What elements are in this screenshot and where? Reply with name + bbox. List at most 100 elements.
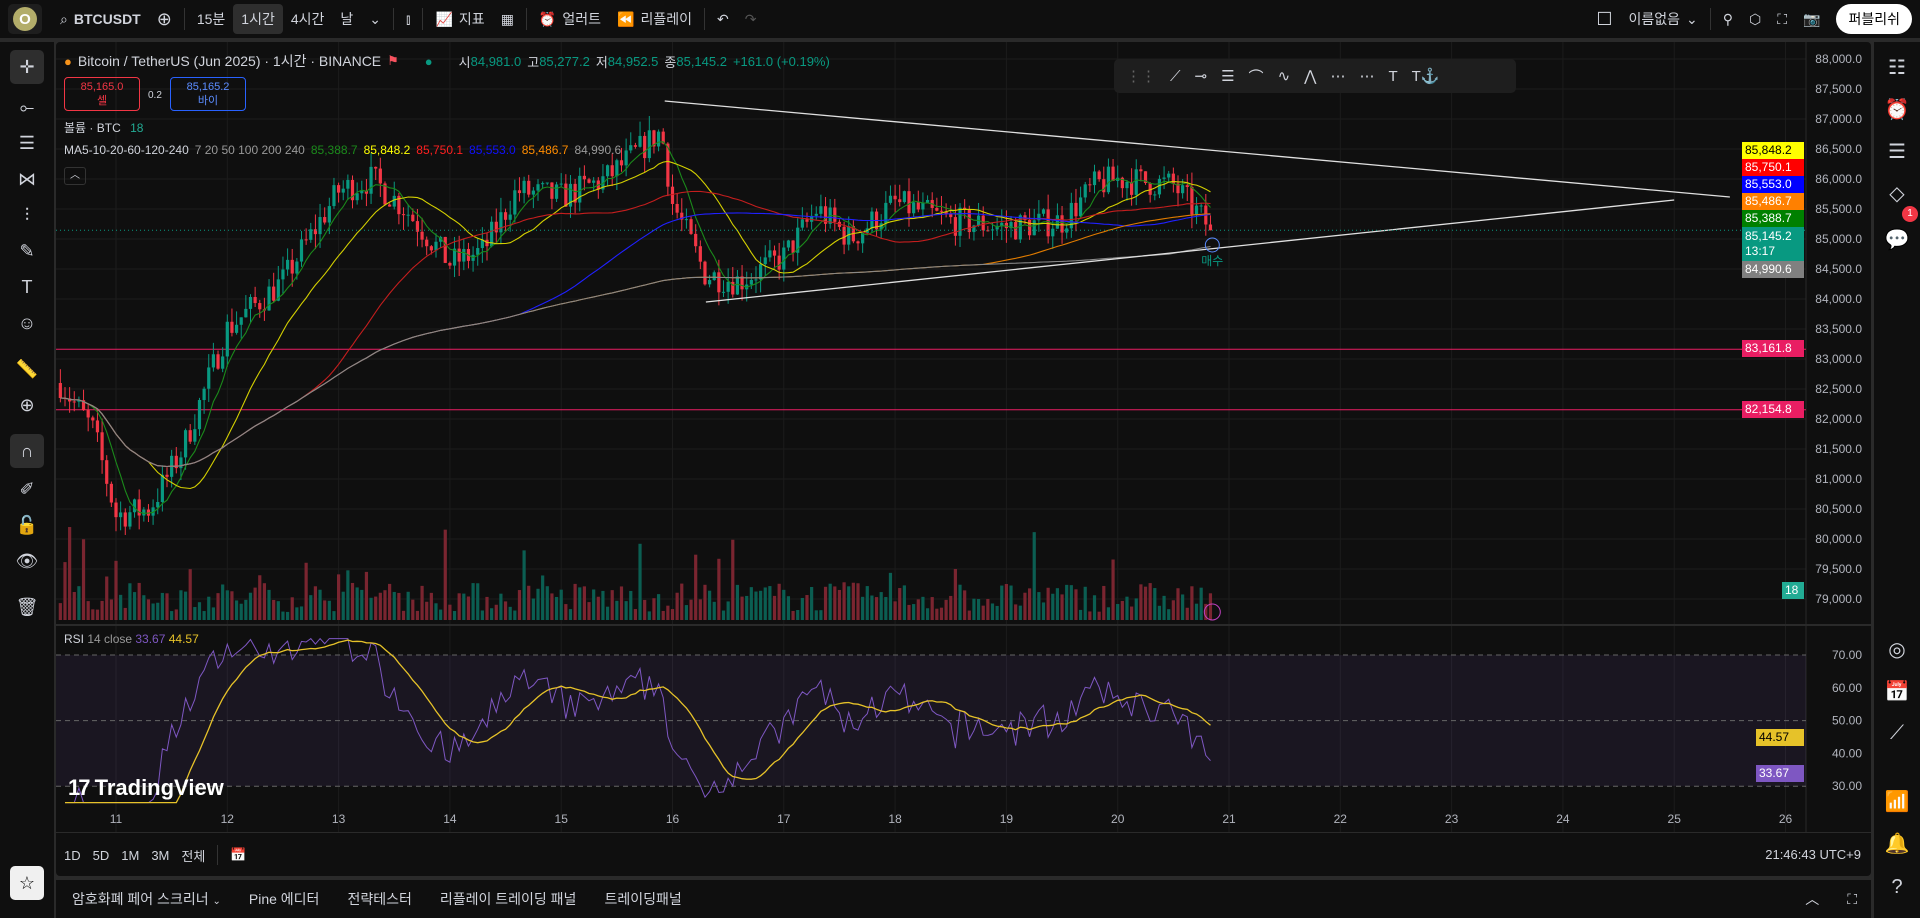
volume-bar [262, 583, 266, 620]
volume-bar [63, 562, 67, 620]
broadcast-icon[interactable]: 📶 [1884, 790, 1910, 813]
volume-bar [823, 586, 828, 620]
curve-icon[interactable]: ⌒ [1248, 68, 1264, 86]
volume-bar [476, 583, 480, 620]
horizontal-ray-icon[interactable]: ⊸ [1194, 68, 1208, 85]
watchlist-icon[interactable]: ☷ [1888, 56, 1906, 79]
volume-legend[interactable]: 볼륨 · BTC 18 [64, 121, 144, 135]
tab-replay-trading-panel[interactable]: 리플레이 트레이딩 패널 [439, 891, 577, 907]
interval-4h[interactable]: 4시간 [290, 11, 325, 27]
alerts-clock-icon[interactable]: ⏰ [1884, 98, 1910, 121]
candle-body [123, 512, 127, 527]
compass-icon[interactable]: ◎ [1888, 638, 1906, 661]
emoji-tool-icon[interactable]: ☺ [17, 312, 37, 333]
alert-button[interactable]: ⏰ 얼러트 [538, 10, 601, 28]
maximize-panel-icon[interactable]: ⛶ [1847, 890, 1857, 907]
volume-bar [661, 610, 665, 620]
sell-button[interactable]: 85,165.0 셀 [64, 77, 140, 111]
indicators-button[interactable]: 📈 지표 [435, 10, 485, 28]
volume-bar [698, 599, 702, 620]
candle-body [550, 182, 554, 199]
fullscreen-icon[interactable]: ⛶ [1777, 10, 1788, 27]
layout-checkbox-icon[interactable]: ☐ [1596, 8, 1613, 29]
symbol-search[interactable]: ⌕ BTCUSDT [60, 10, 141, 28]
volume-bar [1074, 589, 1078, 620]
range-1m[interactable]: 1M [121, 847, 140, 863]
volume-bar [879, 592, 883, 620]
trash-icon[interactable]: 🗑 [15, 596, 39, 617]
volume-bar [582, 586, 586, 620]
lock-drawing-icon[interactable]: ✐ [19, 478, 35, 499]
symbol-title[interactable]: Bitcoin / TetherUS (Jun 2025) · 1시간 · BI… [77, 53, 382, 69]
trendline-icon[interactable]: ⟋ [1170, 67, 1181, 85]
lock-icon[interactable]: 🔓 [15, 514, 39, 535]
layers-icon[interactable]: ◇ [1889, 182, 1905, 205]
publish-button[interactable]: 퍼블리쉬 [1836, 4, 1912, 34]
price-range-icon[interactable]: ⋯ [1330, 68, 1346, 85]
range-all[interactable]: 전체 [181, 848, 206, 864]
templates-grid-icon[interactable]: ▦ [500, 10, 514, 27]
date-range-icon[interactable]: ⋯ [1359, 68, 1375, 85]
candle-body [925, 199, 930, 203]
elliott-wave-icon[interactable]: ∿ [1277, 68, 1291, 85]
layout-name-button[interactable]: 이름없음 ⌄ [1628, 10, 1698, 28]
settings-gear-icon[interactable]: ⬡ [1748, 10, 1762, 27]
bell-icon[interactable]: 🔔 [1884, 832, 1910, 855]
add-list-icon[interactable]: ☰ [1888, 140, 1906, 163]
volume-bar [285, 611, 290, 620]
tab-pine-editor[interactable]: Pine 에디터 [248, 891, 320, 907]
range-5d[interactable]: 5D [92, 847, 110, 863]
candle-body [805, 219, 809, 222]
trendline-tool-icon[interactable]: ⟜ [19, 96, 35, 117]
goto-date-calendar-icon[interactable]: 📅 [230, 847, 247, 862]
pattern-tool-icon[interactable]: ⋈ [18, 168, 36, 189]
chat-icon[interactable]: 💬 [1884, 228, 1910, 251]
abc-pattern-icon[interactable]: ⋀ [1304, 68, 1317, 85]
star-favorites-icon[interactable]: ☆ [10, 866, 44, 900]
fib-tool-icon[interactable]: ☰ [18, 132, 36, 153]
magnet-icon[interactable]: ∩ [10, 434, 44, 468]
text-icon[interactable]: T [1388, 67, 1398, 85]
collapse-legend-chevron-icon[interactable]: ︿ [64, 167, 86, 185]
zoom-in-icon[interactable]: ⊕ [19, 394, 35, 415]
brush-tool-icon[interactable]: ✎ [19, 240, 35, 261]
tab-strategy-tester[interactable]: 전략테스터 [347, 891, 412, 907]
buy-button[interactable]: 85,165.2 바이 [170, 77, 246, 111]
user-avatar[interactable]: O [8, 4, 42, 34]
chart-canvas[interactable]: 88,000.0 87,500.0 87,000.0 86,500.0 86,000.0… [56, 42, 1871, 876]
ruler-icon[interactable]: 📏 [15, 358, 39, 379]
compare-add-icon[interactable]: ⊕ [156, 8, 172, 29]
forecast-tool-icon[interactable]: ⫶ [24, 204, 30, 225]
chart-analysis-icon[interactable]: ⟋ [1890, 721, 1904, 744]
replay-button[interactable]: ⏪ 리플레이 [617, 10, 692, 28]
quick-search-icon[interactable]: ⚲ [1722, 10, 1733, 27]
interval-dropdown-chevron-icon[interactable]: ⌄ [369, 10, 381, 27]
clock-timezone[interactable]: 21:46:43 UTC+9 [1765, 847, 1861, 862]
range-3m[interactable]: 3M [151, 847, 170, 863]
flag-icon[interactable]: ⚑ [387, 53, 399, 68]
undo-icon[interactable]: ↶ [716, 10, 729, 27]
interval-day[interactable]: 날 [340, 11, 354, 27]
collapse-panel-chevron-icon[interactable]: ︿ [1805, 891, 1820, 907]
candle-type-icon[interactable]: ⫾ [406, 10, 411, 27]
chart-panel[interactable]: 88,000.0 87,500.0 87,000.0 86,500.0 86,000.0… [56, 42, 1871, 876]
redo-icon[interactable]: ↷ [744, 10, 757, 27]
range-1d[interactable]: 1D [64, 847, 81, 863]
text-tool-icon[interactable]: T [21, 276, 33, 297]
candle-body [457, 248, 461, 262]
candle-body [536, 184, 540, 191]
anchored-text-icon[interactable]: T⚓ [1411, 68, 1440, 85]
camera-icon[interactable]: 📷 [1803, 10, 1821, 27]
ma-legend[interactable]: MA5-10-20-60-120-240 7 20 50 100 200 240… [64, 143, 622, 157]
interval-1h[interactable]: 1시간 [233, 4, 283, 34]
calendar-icon[interactable]: 📅 [1884, 680, 1910, 703]
eye-icon[interactable]: 👁 [15, 550, 39, 571]
drag-handle-icon[interactable]: ⋮⋮ [1126, 68, 1156, 85]
parallel-channel-icon[interactable]: ☰ [1221, 68, 1235, 85]
crosshair-icon[interactable]: ✛ [10, 50, 44, 84]
interval-15m[interactable]: 15분 [196, 11, 226, 27]
tab-trading-panel[interactable]: 트레이딩패널 [604, 891, 682, 907]
help-icon[interactable]: ? [1891, 875, 1903, 898]
tab-crypto-screener[interactable]: 암호화폐 페어 스크리너 ⌄ [72, 891, 221, 907]
candle-body [708, 280, 712, 285]
